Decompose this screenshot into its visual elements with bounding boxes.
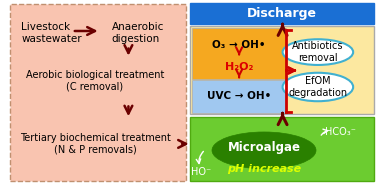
Text: Antibiotics
removal: Antibiotics removal <box>292 41 344 63</box>
Text: O₃ → OH•: O₃ → OH• <box>212 40 266 50</box>
Text: pH increase: pH increase <box>227 164 301 174</box>
Text: Tertiary biochemical treatment
(N & P removals): Tertiary biochemical treatment (N & P re… <box>20 133 170 155</box>
Bar <box>192 28 286 79</box>
Text: HCO₃⁻: HCO₃⁻ <box>325 127 356 137</box>
Bar <box>190 26 373 114</box>
Ellipse shape <box>283 39 353 65</box>
Ellipse shape <box>283 73 353 101</box>
Bar <box>9 4 186 181</box>
Ellipse shape <box>212 132 316 169</box>
Bar <box>192 80 286 113</box>
Text: UVC → OH•: UVC → OH• <box>207 91 271 101</box>
Text: Livestock
wastewater: Livestock wastewater <box>22 22 82 44</box>
Text: Discharge: Discharge <box>247 7 317 20</box>
Bar <box>190 117 373 181</box>
Text: Anaerobic
digestion: Anaerobic digestion <box>112 22 164 44</box>
Text: EfOM
degradation: EfOM degradation <box>288 76 347 98</box>
Bar <box>190 3 373 24</box>
Text: H₂O₂: H₂O₂ <box>225 62 253 72</box>
Text: Aerobic biological treatment
(C removal): Aerobic biological treatment (C removal) <box>26 70 164 91</box>
Text: HO⁻: HO⁻ <box>191 167 211 177</box>
Text: Microalgae: Microalgae <box>228 141 301 154</box>
